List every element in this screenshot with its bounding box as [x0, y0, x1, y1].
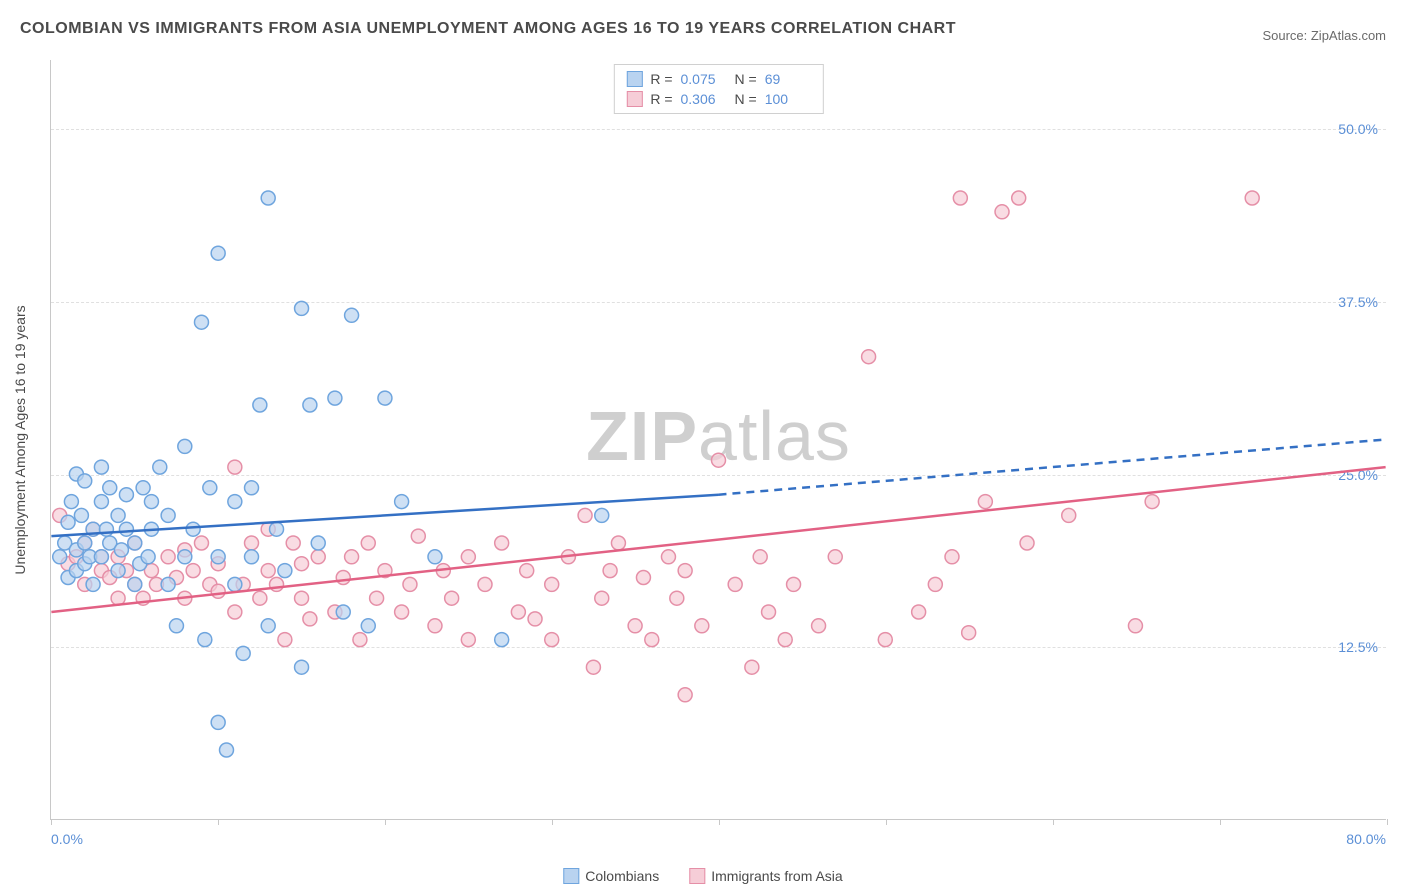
x-tick [218, 819, 219, 825]
legend-item-asia: Immigrants from Asia [689, 868, 842, 884]
n-value: 100 [765, 91, 811, 107]
x-tick [552, 819, 553, 825]
x-tick [719, 819, 720, 825]
n-value: 69 [765, 71, 811, 87]
y-axis-label: Unemployment Among Ages 16 to 19 years [12, 305, 28, 574]
x-tick [1220, 819, 1221, 825]
legend-stats-row: R = 0.306 N = 100 [626, 89, 810, 109]
r-value: 0.075 [681, 71, 727, 87]
asia-swatch [626, 91, 642, 107]
x-tick [51, 819, 52, 825]
asia-swatch [689, 868, 705, 884]
r-value: 0.306 [681, 91, 727, 107]
chart-title: COLOMBIAN VS IMMIGRANTS FROM ASIA UNEMPL… [20, 20, 956, 38]
x-tick [1387, 819, 1388, 825]
plot-area: R = 0.075 N = 69 R = 0.306 N = 100 ZIPat… [50, 60, 1386, 820]
legend-stats-row: R = 0.075 N = 69 [626, 69, 810, 89]
legend-item-colombians: Colombians [563, 868, 659, 884]
colombians-swatch [626, 71, 642, 87]
x-tick [886, 819, 887, 825]
legend-bottom: Colombians Immigrants from Asia [563, 868, 842, 884]
colombians-swatch [563, 868, 579, 884]
chart-svg [51, 60, 1386, 819]
x-tick [1053, 819, 1054, 825]
r-label: R = [650, 71, 672, 87]
legend-label: Colombians [585, 868, 659, 884]
n-label: N = [735, 71, 757, 87]
legend-label: Immigrants from Asia [711, 868, 842, 884]
r-label: R = [650, 91, 672, 107]
x-axis-min-label: 0.0% [51, 831, 83, 847]
legend-stats-box: R = 0.075 N = 69 R = 0.306 N = 100 [613, 64, 823, 114]
n-label: N = [735, 91, 757, 107]
x-axis-max-label: 80.0% [1346, 831, 1386, 847]
source-attribution: Source: ZipAtlas.com [1262, 28, 1386, 43]
x-tick [385, 819, 386, 825]
